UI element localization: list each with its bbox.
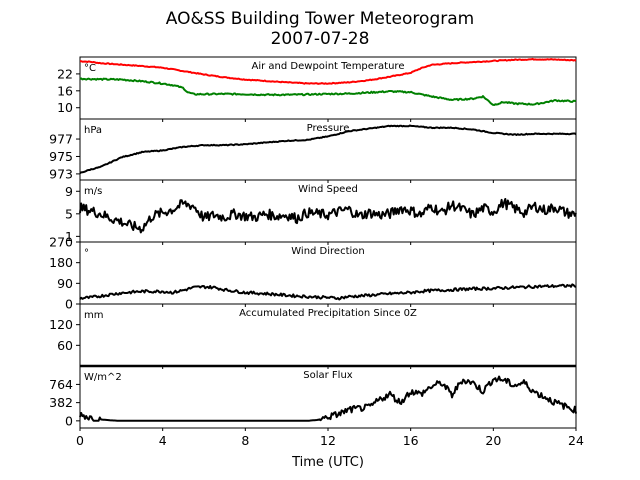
unit-label: W/m^2 [84,372,122,383]
figure-title-line1: AO&SS Building Tower Meteorogram [166,9,474,29]
y-tick-label: 5 [65,206,73,221]
series-line-solar_flux-0 [79,375,577,422]
series-line-pressure-0 [79,124,577,174]
series-line-temp-1 [79,77,577,106]
panel-title: Accumulated Precipitation Since 0Z [239,308,417,319]
panel-temp: 10 16 22 °C Air and Dewpoint Temperature [57,56,577,122]
series-line-wind_direction-0 [79,283,577,301]
y-tick-label: 90 [57,276,73,291]
unit-label: mm [84,310,103,321]
y-tick-label: 973 [49,166,73,181]
x-tick-label: 12 [320,433,336,448]
panel-title: Air and Dewpoint Temperature [252,61,405,72]
x-tick-label: 8 [241,433,249,448]
y-tick-label: 180 [49,255,73,270]
y-tick-label: 382 [49,395,73,410]
y-tick-label: 764 [49,377,73,392]
y-tick-label: 270 [49,235,73,250]
x-tick-label: 4 [159,433,167,448]
y-tick-label: 9 [65,184,73,199]
unit-label: hPa [84,125,102,136]
x-axis-label: Time (UTC) [291,455,364,470]
panel-solar_flux: 0 382 764 W/m^2 Solar Flux 0 4 8 12 16 20 24 [49,365,584,448]
unit-label: °C [84,63,96,74]
y-tick-label: 120 [49,317,73,332]
y-tick-label: 60 [57,338,73,353]
series-line-temp-0 [80,57,577,85]
y-tick-label: 0 [65,297,73,312]
figure-title-line2: 2007-07-28 [271,29,370,49]
panel-wind_speed: 1 5 9 m/s Wind Speed [65,179,577,245]
y-tick-label: 975 [49,149,73,164]
panel-precipitation: 60 120 mm Accumulated Precipitation Since 0… [49,303,577,369]
y-tick-label: 10 [57,100,73,115]
panel-pressure: 973 975 977 hPa Pressure [49,118,577,183]
panel-title: Solar Flux [303,370,353,381]
panel-title: Wind Speed [298,184,358,195]
x-tick-label: 16 [403,433,419,448]
y-tick-label: 16 [57,83,73,98]
panel-wind_direction: 0 90 180 270 ° Wind Direction [49,235,577,312]
panel-title: Wind Direction [291,246,365,257]
y-tick-label: 22 [57,66,73,81]
unit-label: ° [84,248,89,259]
y-tick-label: 1 [65,229,73,244]
x-tick-label: 0 [76,433,84,448]
y-tick-label: 977 [49,132,73,147]
y-tick-label: 0 [65,413,73,428]
unit-label: m/s [84,186,102,197]
series-line-wind_speed-0 [79,198,577,234]
x-tick-label: 20 [485,433,501,448]
panel-title: Pressure [307,123,350,134]
x-tick-label: 24 [568,433,584,448]
